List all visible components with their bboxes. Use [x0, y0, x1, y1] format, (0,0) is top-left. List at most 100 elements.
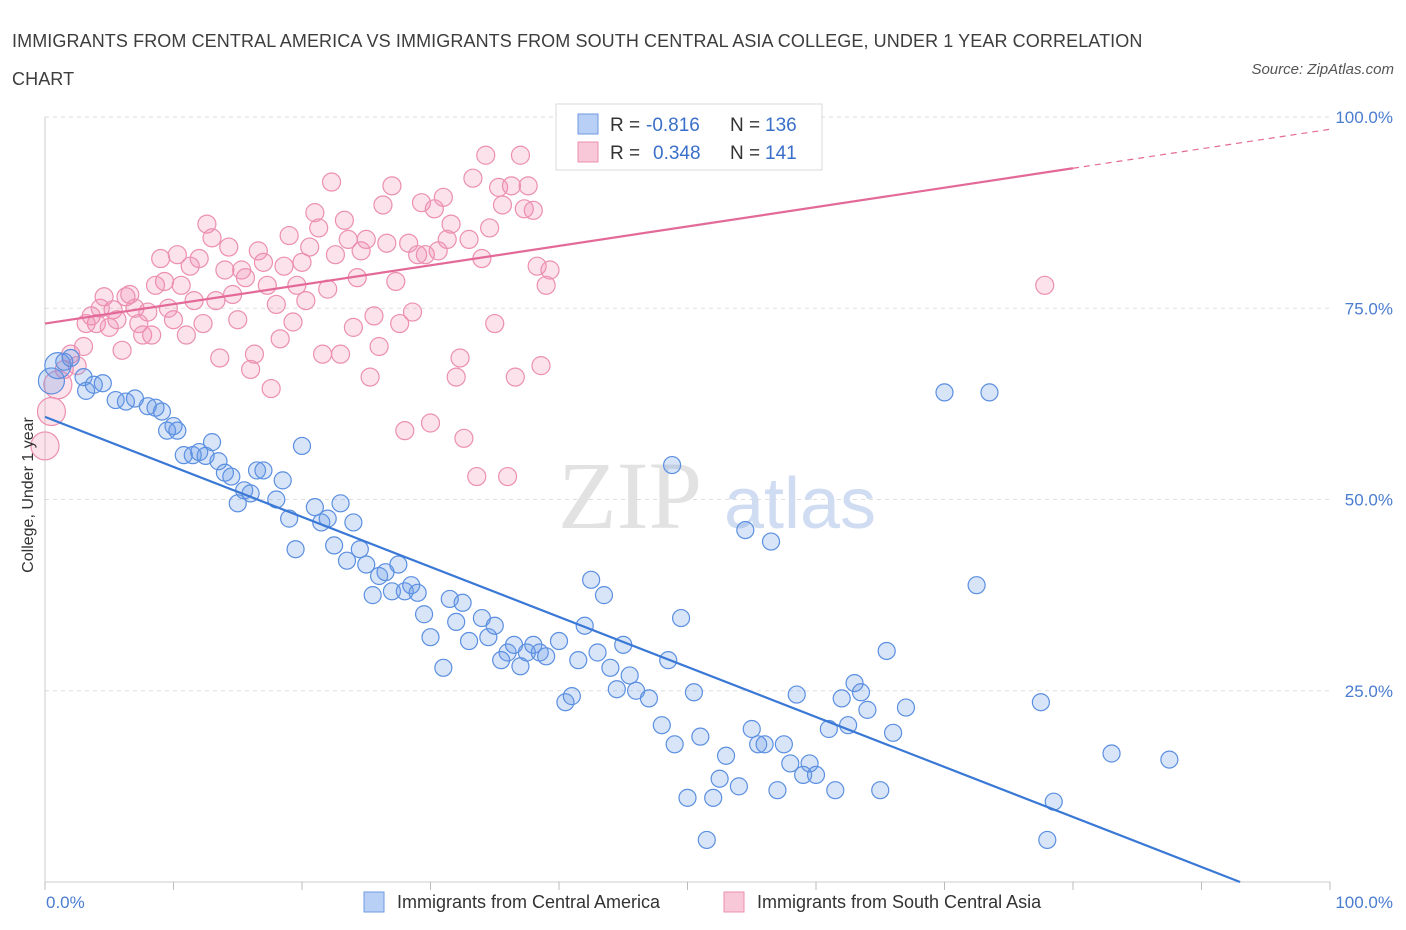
point-south-central-asia-87	[420, 413, 441, 433]
point-central-america-113	[845, 673, 864, 693]
point-central-america-33	[286, 540, 305, 559]
point-central-america-3	[61, 348, 80, 368]
x-tick-label-0: 0.0%	[46, 893, 85, 912]
point-south-central-asia-40	[219, 237, 239, 257]
point-south-central-asia-76	[373, 195, 393, 215]
bottom-legend-swatch-blue	[363, 891, 385, 913]
x-tick-label-1: 100.0%	[1335, 893, 1393, 912]
point-central-america-77	[594, 586, 614, 605]
point-central-america-104	[781, 754, 800, 773]
point-south-central-asia-78	[382, 176, 402, 196]
point-central-america-24	[222, 467, 241, 486]
point-south-central-asia-94	[450, 348, 470, 368]
point-south-central-asia-62	[312, 344, 333, 364]
point-central-america-92	[697, 830, 716, 850]
point-central-america-1	[44, 352, 72, 380]
point-central-america-81	[620, 666, 639, 685]
point-central-america-0	[37, 367, 66, 395]
point-south-central-asia-75	[369, 336, 389, 357]
point-south-central-asia-106	[501, 176, 522, 196]
point-central-america-83	[639, 689, 659, 708]
point-central-america-70	[549, 631, 569, 651]
trend-line-south-central-asia-extension	[1072, 128, 1331, 169]
point-central-america-127	[1160, 750, 1179, 769]
point-central-america-11	[138, 397, 157, 416]
point-central-america-48	[389, 555, 408, 574]
point-south-central-asia-71	[351, 241, 371, 261]
point-central-america-102	[768, 781, 787, 800]
point-central-america-119	[896, 698, 916, 717]
point-south-central-asia-54	[279, 225, 299, 246]
point-central-america-44	[363, 586, 382, 605]
point-south-central-asia-38	[210, 348, 230, 368]
legend-n-value-2: 141	[765, 143, 797, 164]
point-south-central-asia-55	[283, 312, 303, 332]
point-south-central-asia-1	[36, 396, 67, 427]
point-central-america-34	[292, 436, 312, 456]
point-south-central-asia-72	[356, 229, 376, 249]
legend-swatch-pink	[577, 141, 599, 163]
point-central-america-61	[485, 616, 504, 635]
point-central-america-94	[710, 769, 729, 788]
point-central-america-79	[607, 680, 626, 699]
point-central-america-4	[74, 368, 93, 387]
point-central-america-56	[447, 612, 466, 632]
point-central-america-16	[168, 421, 187, 440]
point-central-america-88	[671, 608, 691, 628]
y-tick-label-3: 25.0%	[1345, 682, 1393, 701]
point-south-central-asia-64	[321, 172, 342, 192]
legend-r-value-2: 0.348	[653, 143, 701, 164]
series-central-america	[37, 348, 1179, 850]
point-central-america-97	[736, 520, 755, 540]
point-central-america-40	[337, 551, 357, 570]
point-south-central-asia-61	[309, 218, 329, 238]
point-south-central-asia-44	[235, 268, 256, 288]
point-central-america-96	[729, 777, 749, 796]
point-central-america-6	[84, 375, 103, 394]
point-central-america-42	[350, 540, 369, 559]
point-south-central-asia-60	[305, 203, 325, 223]
point-central-america-117	[877, 641, 896, 661]
y-tick-labels: 100.0% 75.0% 50.0% 25.0%	[1335, 108, 1393, 701]
point-central-america-116	[871, 781, 890, 800]
point-central-america-99	[749, 735, 768, 754]
point-central-america-54	[434, 658, 453, 677]
point-south-central-asia-74	[364, 306, 384, 326]
legend-swatch-blue	[577, 113, 599, 135]
point-south-central-asia-29	[171, 275, 191, 295]
point-south-central-asia-0	[30, 431, 60, 461]
point-south-central-asia-107	[505, 367, 525, 387]
point-south-central-asia-79	[386, 271, 406, 292]
point-south-central-asia-47	[248, 241, 268, 261]
point-south-central-asia-111	[523, 200, 543, 220]
point-central-america-51	[408, 583, 427, 602]
point-south-central-asia-57	[292, 252, 312, 272]
point-south-central-asia-46	[244, 344, 265, 364]
watermark-zip: ZIP	[558, 442, 702, 549]
point-south-central-asia-22	[142, 325, 162, 345]
point-central-america-123	[1031, 693, 1050, 712]
point-central-america-115	[858, 700, 877, 719]
point-south-central-asia-48	[253, 252, 274, 272]
point-central-america-122	[980, 383, 999, 402]
point-south-central-asia-110	[518, 176, 538, 196]
point-central-america-101	[761, 532, 781, 551]
y-tick-label-1: 75.0%	[1345, 299, 1393, 318]
point-south-central-asia-81	[395, 421, 415, 441]
point-central-america-110	[826, 781, 845, 800]
point-central-america-72	[562, 687, 581, 706]
point-south-central-asia-108	[510, 145, 531, 165]
point-central-america-91	[691, 727, 710, 746]
point-south-central-asia-39	[215, 260, 235, 280]
point-central-america-98	[742, 719, 761, 739]
point-central-america-121	[967, 576, 986, 595]
point-central-america-7	[93, 374, 112, 393]
trend-lines	[44, 128, 1331, 884]
bottom-legend-label-blue: Immigrants from Central America	[397, 892, 661, 912]
point-south-central-asia-112	[527, 256, 547, 276]
point-south-central-asia-90	[433, 187, 453, 207]
point-south-central-asia-37	[206, 291, 226, 311]
point-south-central-asia-77	[377, 233, 397, 253]
legend-r-value-1: -0.816	[646, 115, 700, 136]
